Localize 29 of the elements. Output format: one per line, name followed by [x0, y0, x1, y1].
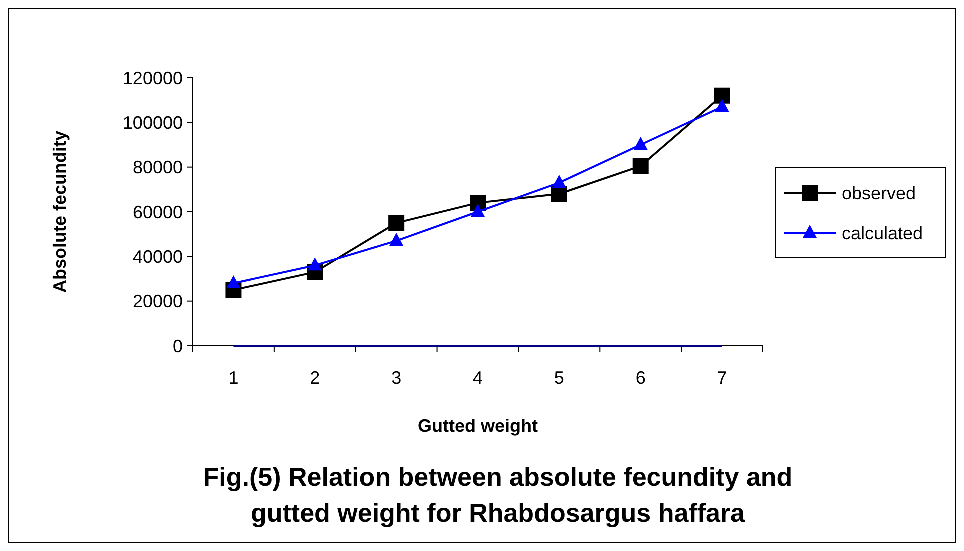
x-tick-label: 7: [717, 368, 728, 388]
x-tick-label: 3: [392, 368, 402, 388]
x-tick-label: 5: [554, 368, 564, 388]
y-tick-label: 60000: [132, 202, 183, 222]
y-tick-label: 40000: [132, 246, 183, 267]
x-tick-label: 2: [310, 368, 320, 388]
point: [388, 215, 405, 232]
x-tick-label: 1: [228, 368, 239, 388]
text: Fig.(5) Relation between absolute fecundity and gutted weight for Rhabdosargus haffara: [203, 462, 793, 528]
point: [552, 174, 566, 188]
x-tick-label: 4: [472, 368, 484, 388]
x-axis-title: Gutted weight: [418, 416, 538, 436]
point: [634, 137, 648, 150]
point: [308, 258, 322, 271]
legend-label: observed: [842, 183, 916, 204]
legend-label: calculated: [842, 223, 924, 244]
point: [632, 158, 649, 174]
y-tick-label: 80000: [132, 158, 183, 178]
point: [226, 275, 241, 288]
x-tick-label: 6: [636, 368, 646, 388]
y-tick-label: 120000: [122, 68, 183, 88]
point: [471, 204, 485, 217]
y-tick-label: 0: [172, 336, 183, 356]
point: [715, 99, 730, 112]
point: [714, 88, 730, 104]
y-axis-title: Absolute fecundity: [50, 130, 70, 294]
y-tick-label: 100000: [122, 112, 183, 133]
y-tick-label: 20000: [132, 292, 183, 312]
point: [390, 233, 404, 246]
